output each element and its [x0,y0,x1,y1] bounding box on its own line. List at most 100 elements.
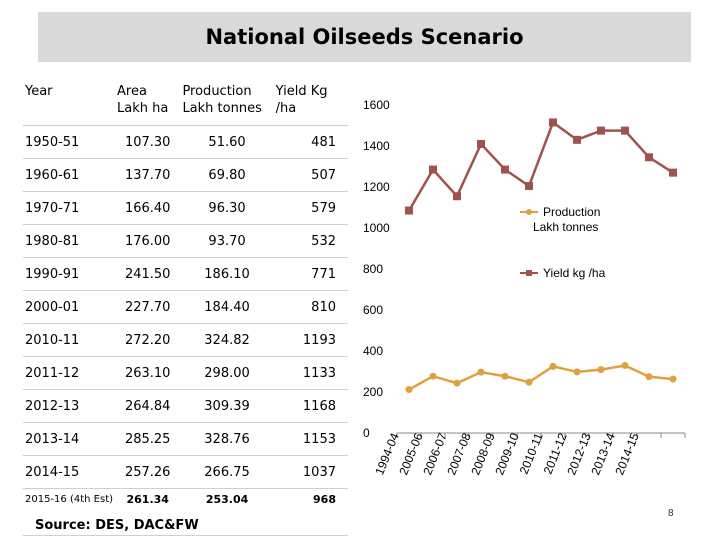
cell-area: 257.26 [115,455,181,489]
cell-year: 2012-13 [23,389,116,423]
cell-yield: 579 [273,191,348,225]
cell-production: 298.00 [180,356,274,390]
table-row: 2010-11 272.20 324.82 1193 [23,323,348,357]
cell-yield: 481 [273,125,348,159]
production-point [645,373,653,381]
table-row: 2014-15 257.26 266.75 1037 [23,455,348,489]
legend-label-yield: Yield kg /ha [543,266,606,280]
table-row: 1980-81 176.00 93.70 532 [23,224,348,258]
production-point [405,386,413,394]
table-row: 1990-91 241.50 186.10 771 [23,257,348,291]
oilseeds-table: Year Area Lakh ha Production Lakh tonnes… [23,75,348,536]
cell-yield: 1153 [273,422,348,456]
cell-area: 166.40 [115,191,181,225]
y-tick-label: 400 [363,344,383,358]
cell-area: 263.10 [115,356,181,390]
header-production: Production Lakh tonnes [180,75,274,126]
cell-yield: 1133 [273,356,348,390]
cell-year: 1980-81 [23,224,116,258]
production-point [501,372,509,380]
cell-production: 184.40 [180,290,274,324]
yield-point [669,168,677,177]
yield-point [621,126,629,135]
table-row: 1960-61 137.70 69.80 507 [23,158,348,192]
table-body: 1950-51 107.30 51.60 481 1960-61 137.70 69.80 5… [23,125,348,536]
page-number: 8 [668,508,674,519]
yield-point [429,165,437,174]
production-point [621,362,629,370]
oilseeds-line-chart: 020040060080010001200140016001994-042005… [363,98,686,477]
table-row: 2000-01 227.70 184.40 810 [23,290,348,324]
cell-yield: 1037 [273,455,348,489]
legend-marker-production [526,209,532,215]
production-point [669,375,677,383]
yield-point [477,139,485,148]
cell-year: 1990-91 [23,257,116,291]
yield-point [501,165,509,174]
source-note: Source: DES, DAC&FW [35,518,199,533]
yield-point [573,135,581,144]
cell-yield: 507 [273,158,348,192]
y-tick-label: 1200 [363,180,390,194]
table-row: 2015-16 (4th Est) 261.34 253.04 968 [23,488,348,536]
cell-production: 266.75 [180,455,274,489]
y-tick-label: 200 [363,385,383,399]
cell-area: 137.70 [115,158,181,192]
cell-production: 253.04 [180,488,274,536]
cell-area: 261.34 [115,488,181,536]
y-tick-label: 800 [363,262,383,276]
production-point [549,362,557,370]
production-point [429,372,437,380]
legend-label-production-line2: Lakh tonnes [533,220,598,234]
production-point [573,368,581,376]
cell-year: 2015-16 (4th Est) [23,488,116,536]
production-point [525,378,533,386]
cell-production: 93.70 [180,224,274,258]
header-year: Year [23,75,116,126]
cell-year: 2010-11 [23,323,116,357]
header-area: Area Lakh ha [115,75,181,126]
cell-year: 2013-14 [23,422,116,456]
cell-production: 186.10 [180,257,274,291]
cell-production: 69.80 [180,158,274,192]
cell-area: 227.70 [115,290,181,324]
cell-year: 2014-15 [23,455,116,489]
production-point [453,379,461,387]
legend-label-production-line1: Production [543,205,600,219]
y-tick-label: 1000 [363,221,390,235]
legend-marker-yield [526,270,532,276]
yield-point [645,153,653,162]
cell-production: 96.30 [180,191,274,225]
cell-area: 285.25 [115,422,181,456]
cell-year: 1960-61 [23,158,116,192]
yield-point [549,118,557,127]
header-yield: Yield Kg /ha [273,75,348,126]
yield-point [405,206,413,215]
cell-area: 107.30 [115,125,181,159]
yield-point [453,192,461,201]
table-row: 2011-12 263.10 298.00 1133 [23,356,348,390]
legend-label-production: Production Lakh tonnes [533,205,600,234]
y-tick-label: 1400 [363,139,390,153]
cell-year: 2000-01 [23,290,116,324]
yield-point [597,126,605,135]
cell-year: 1970-71 [23,191,116,225]
cell-production: 328.76 [180,422,274,456]
cell-yield: 968 [273,488,348,536]
y-tick-label: 0 [363,426,370,440]
cell-yield: 1193 [273,323,348,357]
y-tick-label: 1600 [363,98,390,112]
table-row: 1950-51 107.30 51.60 481 [23,125,348,159]
cell-yield: 810 [273,290,348,324]
production-point [597,366,605,374]
table-row: 2013-14 285.25 328.76 1153 [23,422,348,456]
cell-production: 309.39 [180,389,274,423]
table-row: 1970-71 166.40 96.30 579 [23,191,348,225]
table-header-row: Year Area Lakh ha Production Lakh tonnes… [23,75,348,126]
cell-area: 272.20 [115,323,181,357]
cell-area: 264.84 [115,389,181,423]
yield-point [525,181,533,190]
cell-production: 324.82 [180,323,274,357]
cell-year: 2011-12 [23,356,116,390]
table-row: 2012-13 264.84 309.39 1168 [23,389,348,423]
